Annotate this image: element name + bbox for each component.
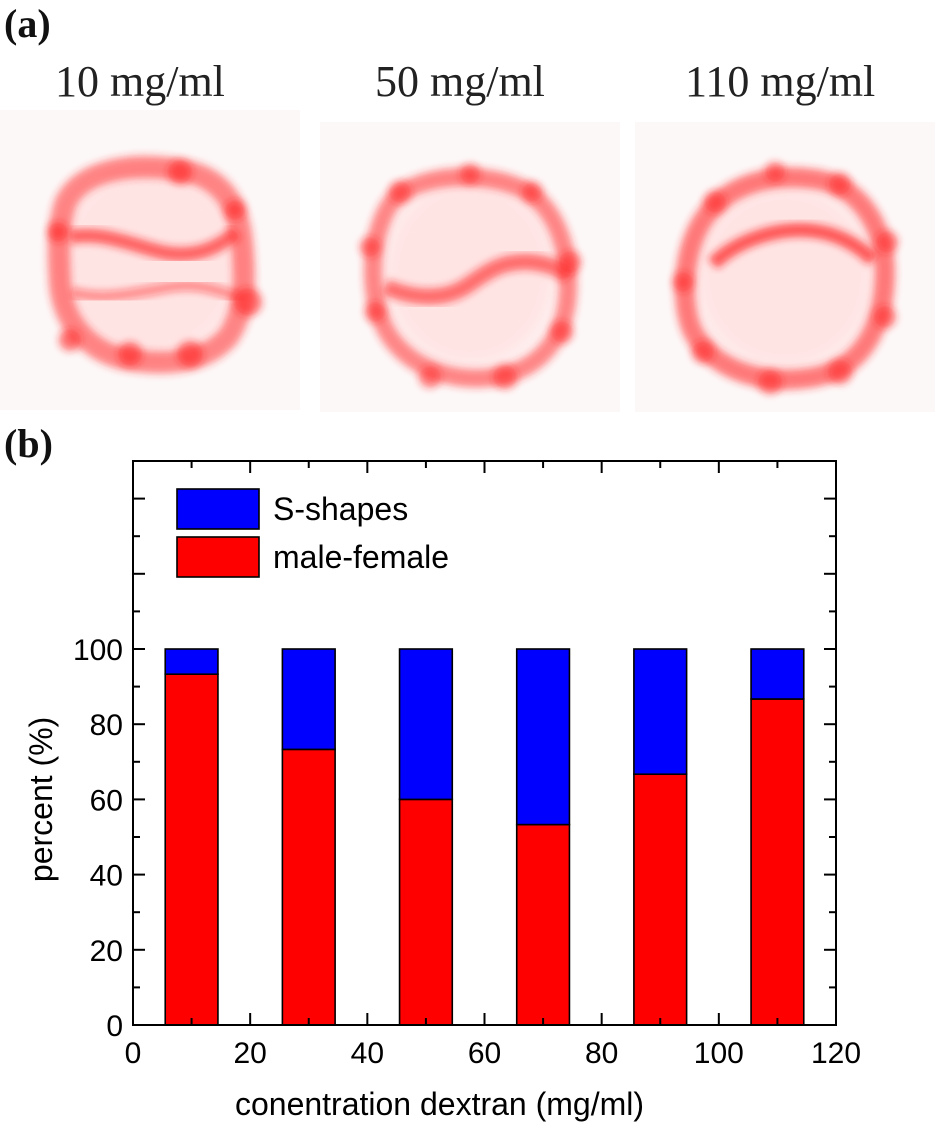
y-tick-label-40: 40 <box>90 860 123 893</box>
bar-s-shapes-70 <box>515 648 571 826</box>
microscopy-images <box>0 110 935 412</box>
x-tick-label-20: 20 <box>233 1037 266 1070</box>
bar-s-shapes-10 <box>164 648 219 675</box>
x-tick-label-0: 0 <box>125 1037 142 1070</box>
image-caption-2: 50 mg/ml <box>375 57 545 106</box>
x-tick-label-40: 40 <box>351 1037 384 1070</box>
x-tick-label-80: 80 <box>585 1037 618 1070</box>
y-tick-label-80: 80 <box>90 709 123 742</box>
bar-s-shapes-90 <box>633 648 688 776</box>
legend-label-male-female: male-female <box>273 539 449 575</box>
x-tick-label-100: 100 <box>694 1037 744 1070</box>
panel-a-label: (a) <box>4 1 51 46</box>
cell-image-1 <box>0 110 300 410</box>
panel-b-label: (b) <box>4 421 53 466</box>
x-tick-label-60: 60 <box>468 1037 501 1070</box>
y-tick-label-100: 100 <box>73 634 123 667</box>
bar-male-female-50 <box>398 798 454 1026</box>
y-axis-label: percent (%) <box>23 717 59 882</box>
bar-male-female-110 <box>750 698 805 1026</box>
legend-swatch-male-female <box>176 536 260 578</box>
image-caption-3: 110 mg/ml <box>685 57 876 106</box>
bar-s-shapes-30 <box>281 648 336 751</box>
x-tick-label-120: 120 <box>811 1037 861 1070</box>
legend-swatch-s-shapes <box>176 488 260 530</box>
bar-s-shapes-50 <box>398 648 454 801</box>
y-tick-label-0: 0 <box>106 1010 123 1043</box>
bar-male-female-30 <box>281 748 336 1026</box>
bar-s-shapes-110 <box>750 648 805 700</box>
bar-male-female-10 <box>164 673 219 1026</box>
y-tick-label-60: 60 <box>90 784 123 817</box>
x-axis-label: conentration dextran (mg/ml) <box>235 1086 644 1122</box>
legend-label-s-shapes: S-shapes <box>273 491 408 527</box>
bar-male-female-70 <box>515 823 571 1026</box>
bar-male-female-90 <box>633 773 688 1026</box>
image-caption-1: 10 mg/ml <box>55 57 225 106</box>
cell-image-3 <box>635 122 935 412</box>
y-tick-label-20: 20 <box>90 935 123 968</box>
cell-image-2 <box>320 122 620 412</box>
